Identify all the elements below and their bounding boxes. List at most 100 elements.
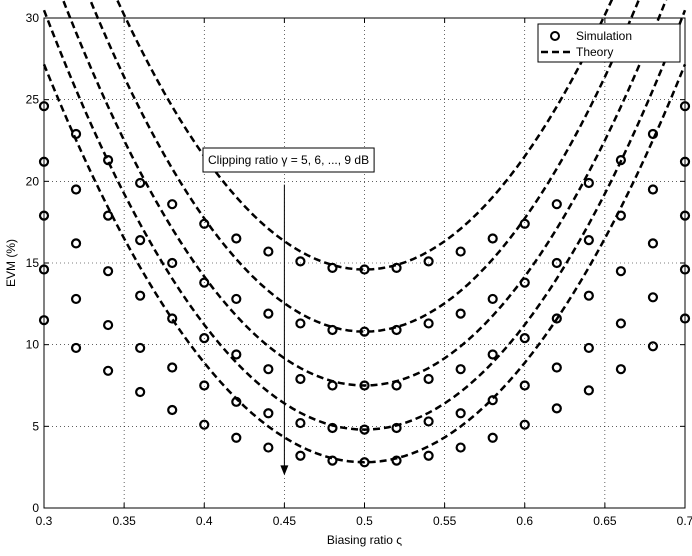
simulation-point: [263, 442, 274, 453]
simulation-point: [135, 235, 146, 246]
simulation-point: [263, 246, 274, 257]
simulation-point: [487, 233, 498, 244]
simulation-point: [359, 380, 370, 391]
simulation-point: [102, 266, 114, 277]
simulation-point: [551, 313, 562, 324]
simulation-point: [487, 349, 498, 360]
simulation-point: [38, 264, 50, 275]
simulation-point: [327, 422, 338, 434]
x-tick-label: 0.4: [196, 514, 213, 528]
series-layer: [38, 0, 691, 468]
simulation-point: [102, 319, 114, 331]
simulation-point: [679, 101, 691, 112]
simulation-point: [519, 333, 530, 344]
x-tick-label: 0.45: [273, 514, 297, 528]
annotation-arrowhead: [280, 465, 289, 476]
x-tick-label: 0.55: [433, 514, 457, 528]
simulation-point: [391, 455, 402, 466]
simulation-point: [615, 364, 627, 375]
legend-theory-label: Theory: [576, 45, 613, 59]
simulation-point: [38, 156, 50, 167]
simulation-point: [391, 422, 402, 434]
simulation-point: [102, 155, 114, 166]
simulation-point: [615, 318, 627, 329]
simulation-point: [359, 457, 370, 468]
x-tick-label: 0.3: [36, 514, 53, 528]
simulation-point: [167, 362, 178, 373]
annotation: Clipping ratio γ = 5, 6, ..., 9 dB: [202, 147, 375, 476]
simulation-point: [455, 408, 466, 419]
simulation-point: [295, 318, 306, 329]
simulation-point: [551, 362, 562, 373]
series-9db: [38, 63, 691, 468]
simulation-point: [295, 450, 306, 461]
series-5db: [38, 0, 691, 275]
x-axis-label: Biasing ratio ς: [327, 533, 402, 547]
simulation-point: [135, 386, 146, 398]
simulation-point: [615, 155, 627, 166]
simulation-point: [551, 257, 562, 269]
simulation-point: [167, 199, 178, 210]
simulation-point: [391, 324, 402, 336]
simulation-point: [70, 184, 82, 195]
simulation-point: [70, 238, 82, 249]
simulation-point: [167, 313, 178, 324]
simulation-point: [263, 408, 274, 419]
simulation-point: [551, 403, 562, 414]
simulation-point: [679, 313, 691, 324]
simulation-point: [519, 380, 530, 391]
simulation-point: [583, 177, 594, 189]
simulation-point: [135, 290, 146, 301]
simulation-point: [455, 442, 466, 453]
simulation-point: [135, 177, 146, 189]
simulation-point: [199, 333, 210, 344]
legend-simulation-marker: [550, 31, 560, 41]
theory-curve: [115, 0, 614, 271]
x-tick-label: 0.5: [356, 514, 373, 528]
simulation-point: [487, 293, 498, 305]
grid-lines: [44, 18, 685, 508]
simulation-point: [199, 380, 210, 391]
simulation-point: [263, 364, 274, 375]
simulation-point: [487, 395, 498, 406]
x-tick-label: 0.65: [593, 514, 617, 528]
simulation-point: [327, 262, 338, 273]
series-7db: [38, 0, 691, 391]
simulation-point: [583, 235, 594, 246]
simulation-point: [423, 373, 434, 385]
x-tick-label: 0.6: [516, 514, 533, 528]
simulation-point: [519, 419, 530, 430]
annotation-text: Clipping ratio γ = 5, 6, ..., 9 dB: [208, 153, 369, 167]
y-tick-label: 5: [32, 419, 39, 433]
simulation-point: [423, 256, 434, 267]
simulation-point: [263, 308, 274, 319]
simulation-point: [391, 380, 402, 391]
simulation-point: [647, 341, 659, 352]
simulation-point: [647, 184, 659, 195]
legend-simulation-label: Simulation: [576, 29, 632, 43]
simulation-point: [423, 450, 434, 461]
simulation-point: [647, 238, 659, 249]
simulation-point: [231, 233, 242, 244]
legend-box: [537, 23, 681, 63]
simulation-point: [327, 324, 338, 336]
series-6db: [38, 0, 691, 337]
simulation-point: [38, 210, 50, 221]
simulation-point: [359, 424, 370, 435]
simulation-point: [167, 257, 178, 269]
simulation-point: [679, 156, 691, 167]
simulation-point: [679, 264, 691, 275]
simulation-point: [359, 264, 370, 275]
y-tick-label: 15: [26, 256, 40, 270]
simulation-point: [455, 308, 466, 319]
y-tick-label: 30: [26, 11, 40, 25]
y-tick-label: 25: [26, 93, 40, 107]
simulation-point: [359, 326, 370, 337]
simulation-point: [391, 262, 402, 273]
simulation-point: [38, 101, 50, 112]
series-8db: [38, 9, 691, 435]
simulation-point: [327, 380, 338, 391]
x-tick-label: 0.7: [677, 514, 692, 528]
simulation-point: [423, 416, 434, 427]
